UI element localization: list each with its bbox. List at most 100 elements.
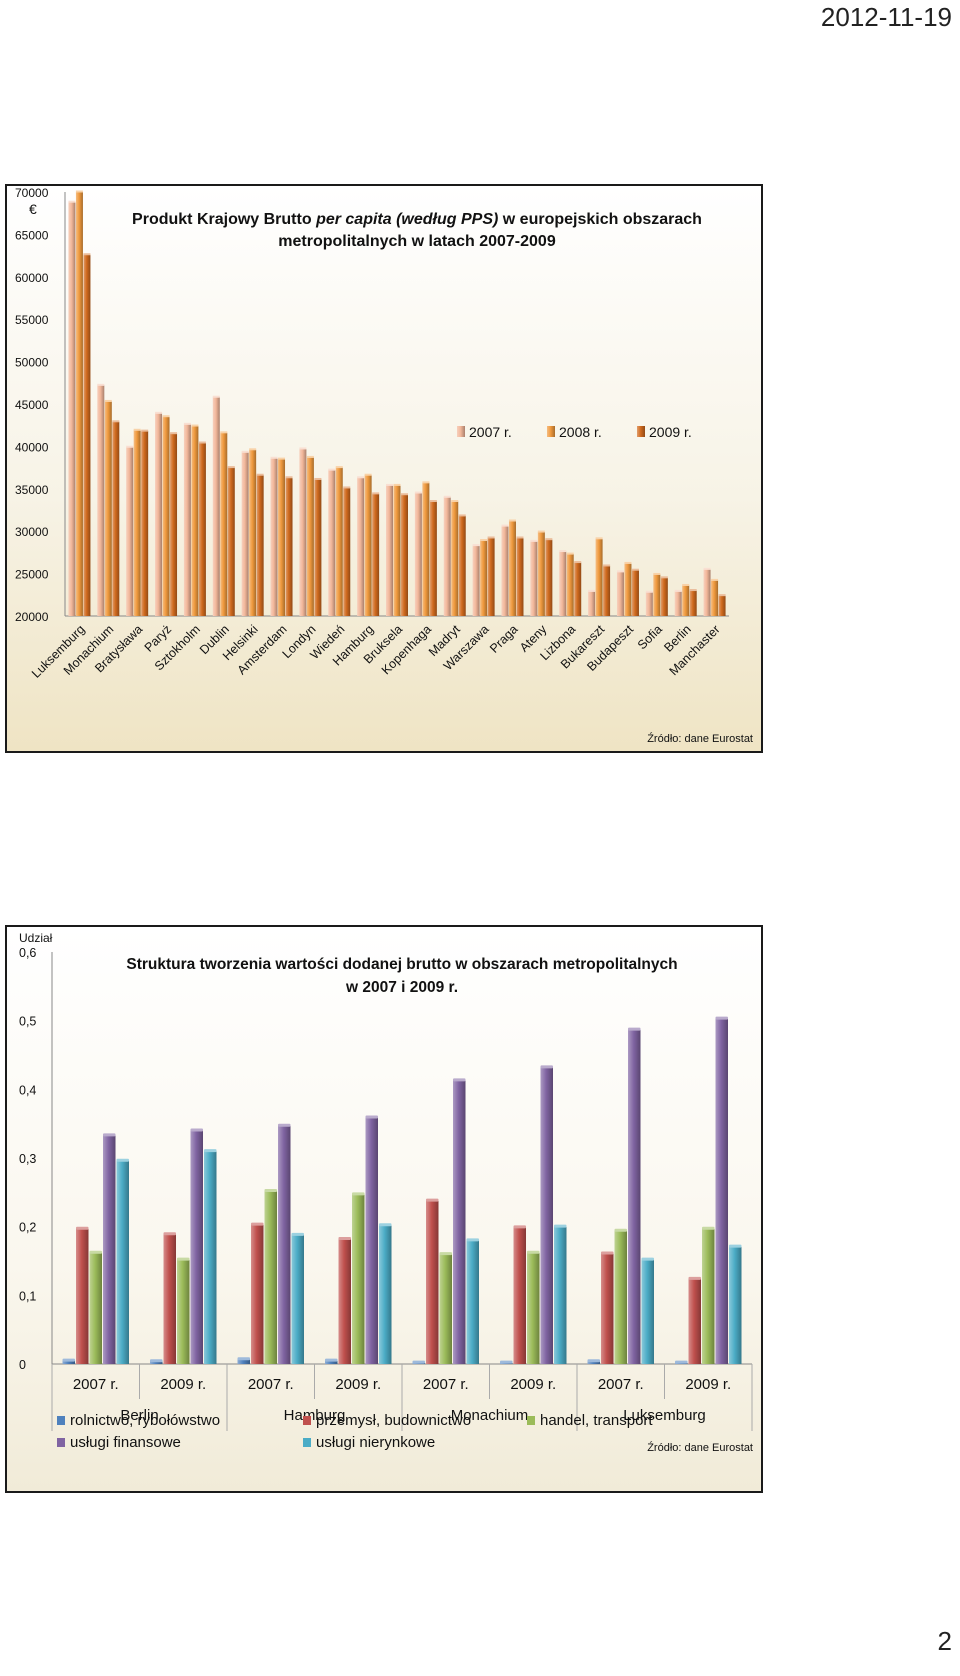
bar — [653, 574, 661, 616]
source-note: Źródło: dane Eurostat — [647, 732, 753, 745]
bar — [718, 595, 726, 616]
category-label: Sofia — [635, 622, 665, 652]
bar-top — [603, 564, 611, 567]
category-label: 2009 r. — [335, 1376, 381, 1393]
bar — [513, 1227, 526, 1364]
bar-top — [278, 1123, 291, 1127]
bar-top — [343, 486, 351, 489]
bar — [83, 254, 91, 616]
bar — [702, 1228, 715, 1364]
y-tick-label: 60000 — [15, 271, 49, 285]
bar — [501, 526, 509, 616]
bar-top — [141, 429, 149, 432]
bar-top — [429, 500, 437, 503]
bar — [116, 1160, 129, 1364]
bar — [357, 477, 365, 616]
bar-top — [530, 539, 538, 542]
bar — [112, 421, 120, 616]
bar — [508, 521, 516, 616]
bar-top — [422, 481, 430, 484]
y-tick-label: 0,4 — [19, 1083, 36, 1097]
bar-top — [379, 1223, 392, 1227]
bar — [291, 1234, 304, 1364]
bar — [335, 467, 343, 616]
bar-top — [559, 550, 567, 553]
bar-top — [62, 1358, 75, 1362]
bar-top — [439, 1252, 452, 1256]
y-tick-label: 40000 — [15, 440, 49, 454]
bar — [689, 590, 697, 616]
bar — [386, 485, 393, 616]
bar — [314, 479, 322, 616]
legend-label: 2008 r. — [559, 424, 602, 440]
bar — [212, 397, 220, 616]
bar-top — [628, 1027, 641, 1031]
legend-swatch — [57, 1416, 65, 1425]
bar-top — [466, 1238, 479, 1242]
bar — [68, 202, 76, 616]
bar — [559, 551, 567, 616]
bar — [365, 1117, 378, 1364]
legend-swatch — [637, 426, 645, 437]
legend-swatch — [303, 1438, 311, 1447]
chart-title-part: w europejskich obszarach — [498, 211, 702, 228]
bar-top — [89, 1250, 102, 1254]
bar-top — [150, 1359, 163, 1363]
bar-top — [729, 1244, 742, 1248]
bar-top — [299, 447, 307, 450]
bar-top — [112, 420, 120, 423]
bar-top — [393, 483, 401, 486]
y-tick-label: 25000 — [15, 568, 49, 582]
bar-top — [190, 1128, 203, 1132]
bar — [328, 470, 336, 616]
bar-top — [715, 1016, 728, 1020]
bar — [641, 1259, 654, 1364]
bar — [191, 426, 199, 616]
bar — [306, 457, 314, 616]
group-label: Luksemburg — [623, 1407, 706, 1424]
y-unit-label: € — [29, 201, 37, 217]
bar-top — [472, 544, 480, 547]
bar-top — [126, 445, 134, 448]
bar — [97, 385, 105, 616]
y-tick-label: 0 — [19, 1358, 26, 1372]
bar-top — [191, 424, 199, 427]
legend-label: 2009 r. — [649, 424, 692, 440]
bar-top — [554, 1224, 567, 1228]
bar — [660, 577, 668, 616]
bar — [487, 537, 495, 616]
bar — [466, 1240, 479, 1364]
bar-top — [458, 514, 466, 517]
bar — [278, 459, 286, 616]
y-tick-label: 55000 — [15, 313, 49, 327]
bar — [89, 1252, 102, 1364]
bar — [631, 570, 639, 616]
group-label: Monachium — [451, 1407, 529, 1424]
category-label: 2007 r. — [73, 1376, 119, 1393]
bar — [237, 1359, 250, 1364]
bar — [278, 1125, 291, 1364]
bar — [401, 494, 408, 616]
bar-top — [426, 1198, 439, 1202]
bar — [595, 538, 603, 616]
bar-top — [616, 570, 624, 573]
bar — [133, 430, 141, 616]
bar — [264, 1190, 277, 1364]
y-tick-label: 0,2 — [19, 1221, 36, 1235]
y-tick-label: 35000 — [15, 483, 49, 497]
bar — [458, 515, 466, 616]
bar-top — [365, 1115, 378, 1119]
bar — [545, 539, 553, 616]
legend-label: usługi finansowe — [70, 1434, 181, 1451]
legend-label: handel, transport — [540, 1412, 653, 1429]
bar — [190, 1130, 203, 1364]
bar — [249, 449, 257, 616]
bar-top — [163, 1232, 176, 1236]
bar — [379, 1225, 392, 1364]
bar-top — [675, 1360, 688, 1364]
bar — [198, 443, 206, 616]
bar-top — [451, 500, 459, 503]
bar-top — [718, 594, 726, 597]
bar — [603, 565, 611, 616]
bar-top — [645, 590, 653, 593]
